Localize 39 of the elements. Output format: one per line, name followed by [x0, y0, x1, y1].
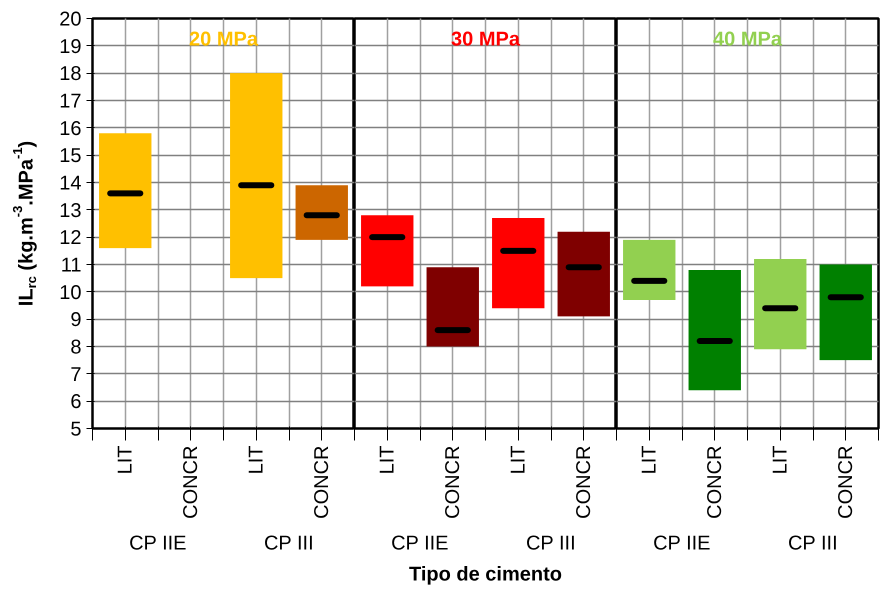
x-tick-label: CONCR	[704, 445, 726, 519]
y-tick-label: 6	[70, 391, 82, 414]
y-tick-label: 19	[59, 36, 82, 58]
text: 40 MPa	[713, 28, 783, 50]
x-tick-label: LIT	[245, 445, 268, 474]
x-tick-label: LIT	[507, 445, 530, 474]
x-tick-label: LIT	[376, 445, 398, 474]
y-tick-label: 14	[59, 172, 82, 194]
x-tick-label: CONCR	[572, 445, 595, 519]
x-tick-label: CONCR	[442, 445, 464, 519]
y-tick-label: 8	[70, 336, 82, 358]
y-tick-label: 18	[59, 63, 82, 86]
x-tick-label: LIT	[769, 445, 792, 474]
x-tick-label: CONCR	[834, 445, 857, 519]
x-tick-label: CONCR	[310, 445, 333, 519]
y-tick-label: 5	[70, 418, 82, 440]
y-tick-label: 10	[59, 282, 82, 304]
text: CP IIE	[653, 532, 711, 554]
x-tick-label: LIT	[638, 445, 660, 474]
y-tick-label: 15	[59, 145, 82, 168]
text: CP IIE	[391, 532, 449, 554]
text: CP III	[264, 532, 314, 554]
x-tick-label: LIT	[114, 445, 136, 474]
text: CP III	[526, 532, 576, 554]
text: CP III	[788, 532, 838, 554]
y-tick-label: 20	[59, 8, 82, 30]
y-tick-label: 7	[70, 364, 82, 386]
text: 20 MPa	[189, 28, 259, 50]
y-tick-label: 12	[59, 227, 82, 250]
y-tick-label: 11	[60, 254, 82, 276]
x-tick-label: CONCR	[180, 445, 202, 519]
y-tick-label: 16	[59, 118, 82, 140]
x-axis-title: Tipo de cimento	[409, 564, 562, 586]
y-tick-label: 17	[59, 90, 82, 112]
text: CP IIE	[129, 532, 187, 554]
text: 30 MPa	[451, 28, 521, 50]
y-axis-title: ILrc (kg.m-3.MPa-1)	[10, 140, 39, 306]
y-tick-label: 13	[59, 200, 82, 222]
y-tick-label: 9	[70, 309, 82, 332]
